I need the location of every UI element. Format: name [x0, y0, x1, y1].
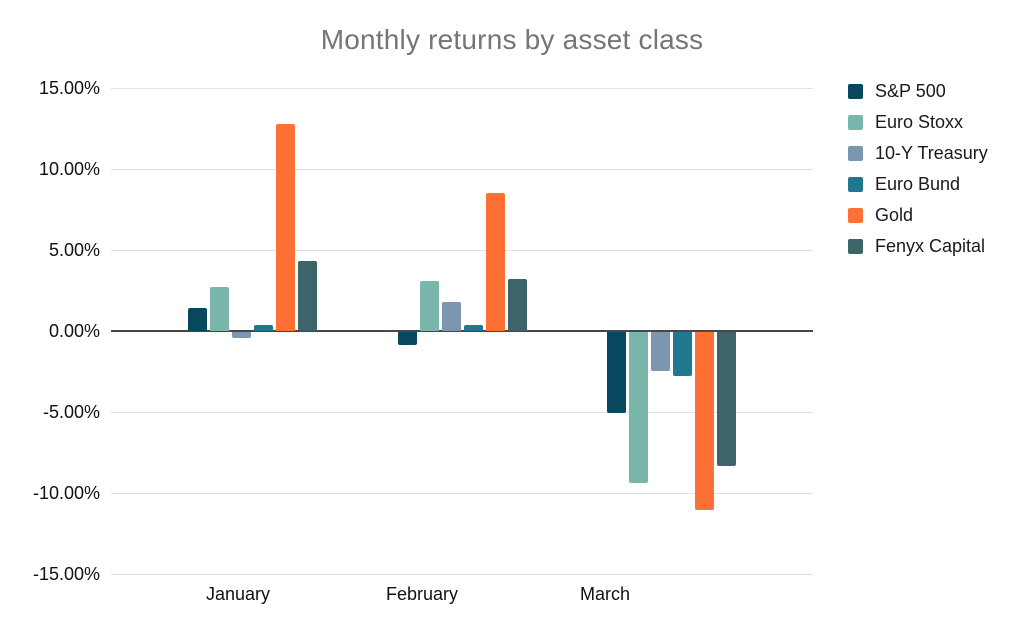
gridline-10: [111, 169, 813, 170]
bar-euro-bund-january: [253, 324, 273, 331]
bar-fenyx-capital-march: [716, 332, 736, 467]
legend-label-euro-stoxx: Euro Stoxx: [875, 112, 964, 132]
x-axis-label-march: March: [579, 584, 630, 604]
bar-euro-bund-february: [463, 324, 483, 331]
bar-euro-stoxx-march: [628, 332, 648, 483]
legend-item-fenyx-capital: Fenyx Capital: [848, 236, 988, 257]
legend-item-euro-stoxx: Euro Stoxx: [848, 112, 988, 133]
legend-item-euro-bund: Euro Bund: [848, 174, 988, 195]
bar-euro-bund-march: [672, 332, 692, 376]
legend-label-euro-bund: Euro Bund: [875, 174, 961, 194]
legend-swatch-euro-bund: [848, 177, 863, 192]
legend-swatch-10-y-treasury: [848, 146, 863, 161]
bar-gold-january: [275, 123, 295, 331]
legend-swatch-euro-stoxx: [848, 115, 863, 130]
gridline--10: [111, 493, 813, 494]
legend-label-gold: Gold: [875, 205, 914, 225]
legend-item-gold: Gold: [848, 205, 988, 226]
legend-swatch-fenyx-capital: [848, 239, 863, 254]
bar-10-y-treasury-march: [650, 332, 670, 371]
bar-s-p-500-march: [606, 332, 626, 413]
bar-euro-stoxx-january: [209, 287, 229, 331]
legend-item-s-p-500: S&P 500: [848, 81, 988, 102]
y-axis-label-5: 5.00%: [48, 240, 100, 260]
bar-10-y-treasury-january: [231, 332, 251, 339]
y-axis-label--10: -10.00%: [32, 483, 100, 503]
gridline--5: [111, 412, 813, 413]
y-axis-label--15: -15.00%: [32, 564, 100, 584]
y-axis-label-0: 0.00%: [48, 321, 100, 341]
gridline--15: [111, 574, 813, 575]
legend-label-fenyx-capital: Fenyx Capital: [875, 236, 986, 256]
bar-gold-march: [694, 332, 714, 511]
bar-10-y-treasury-february: [441, 301, 461, 331]
bar-gold-february: [485, 193, 505, 331]
chart-title: Monthly returns by asset class: [320, 24, 704, 55]
gridline-5: [111, 250, 813, 251]
legend-swatch-gold: [848, 208, 863, 223]
legend-label-10-y-treasury: 10-Y Treasury: [875, 143, 988, 163]
y-axis-label-10: 10.00%: [38, 159, 100, 179]
bar-s-p-500-february: [397, 332, 417, 345]
x-axis-label-january: January: [205, 584, 271, 604]
legend-label-s-p-500: S&P 500: [875, 81, 946, 101]
x-axis-label-february: February: [385, 584, 459, 604]
y-axis-label--5: -5.00%: [42, 402, 100, 422]
bar-fenyx-capital-january: [297, 261, 317, 331]
y-axis-label-15: 15.00%: [38, 78, 100, 98]
x-axis-line: [111, 330, 813, 332]
legend-item-10-y-treasury: 10-Y Treasury: [848, 143, 988, 164]
legend-swatch-s-p-500: [848, 84, 863, 99]
gridline-15: [111, 88, 813, 89]
bar-fenyx-capital-february: [507, 279, 527, 331]
legend: S&P 500 Euro Stoxx 10-Y Treasury Euro Bund G…: [848, 81, 988, 257]
bar-euro-stoxx-february: [419, 280, 439, 331]
bar-s-p-500-january: [187, 308, 207, 331]
